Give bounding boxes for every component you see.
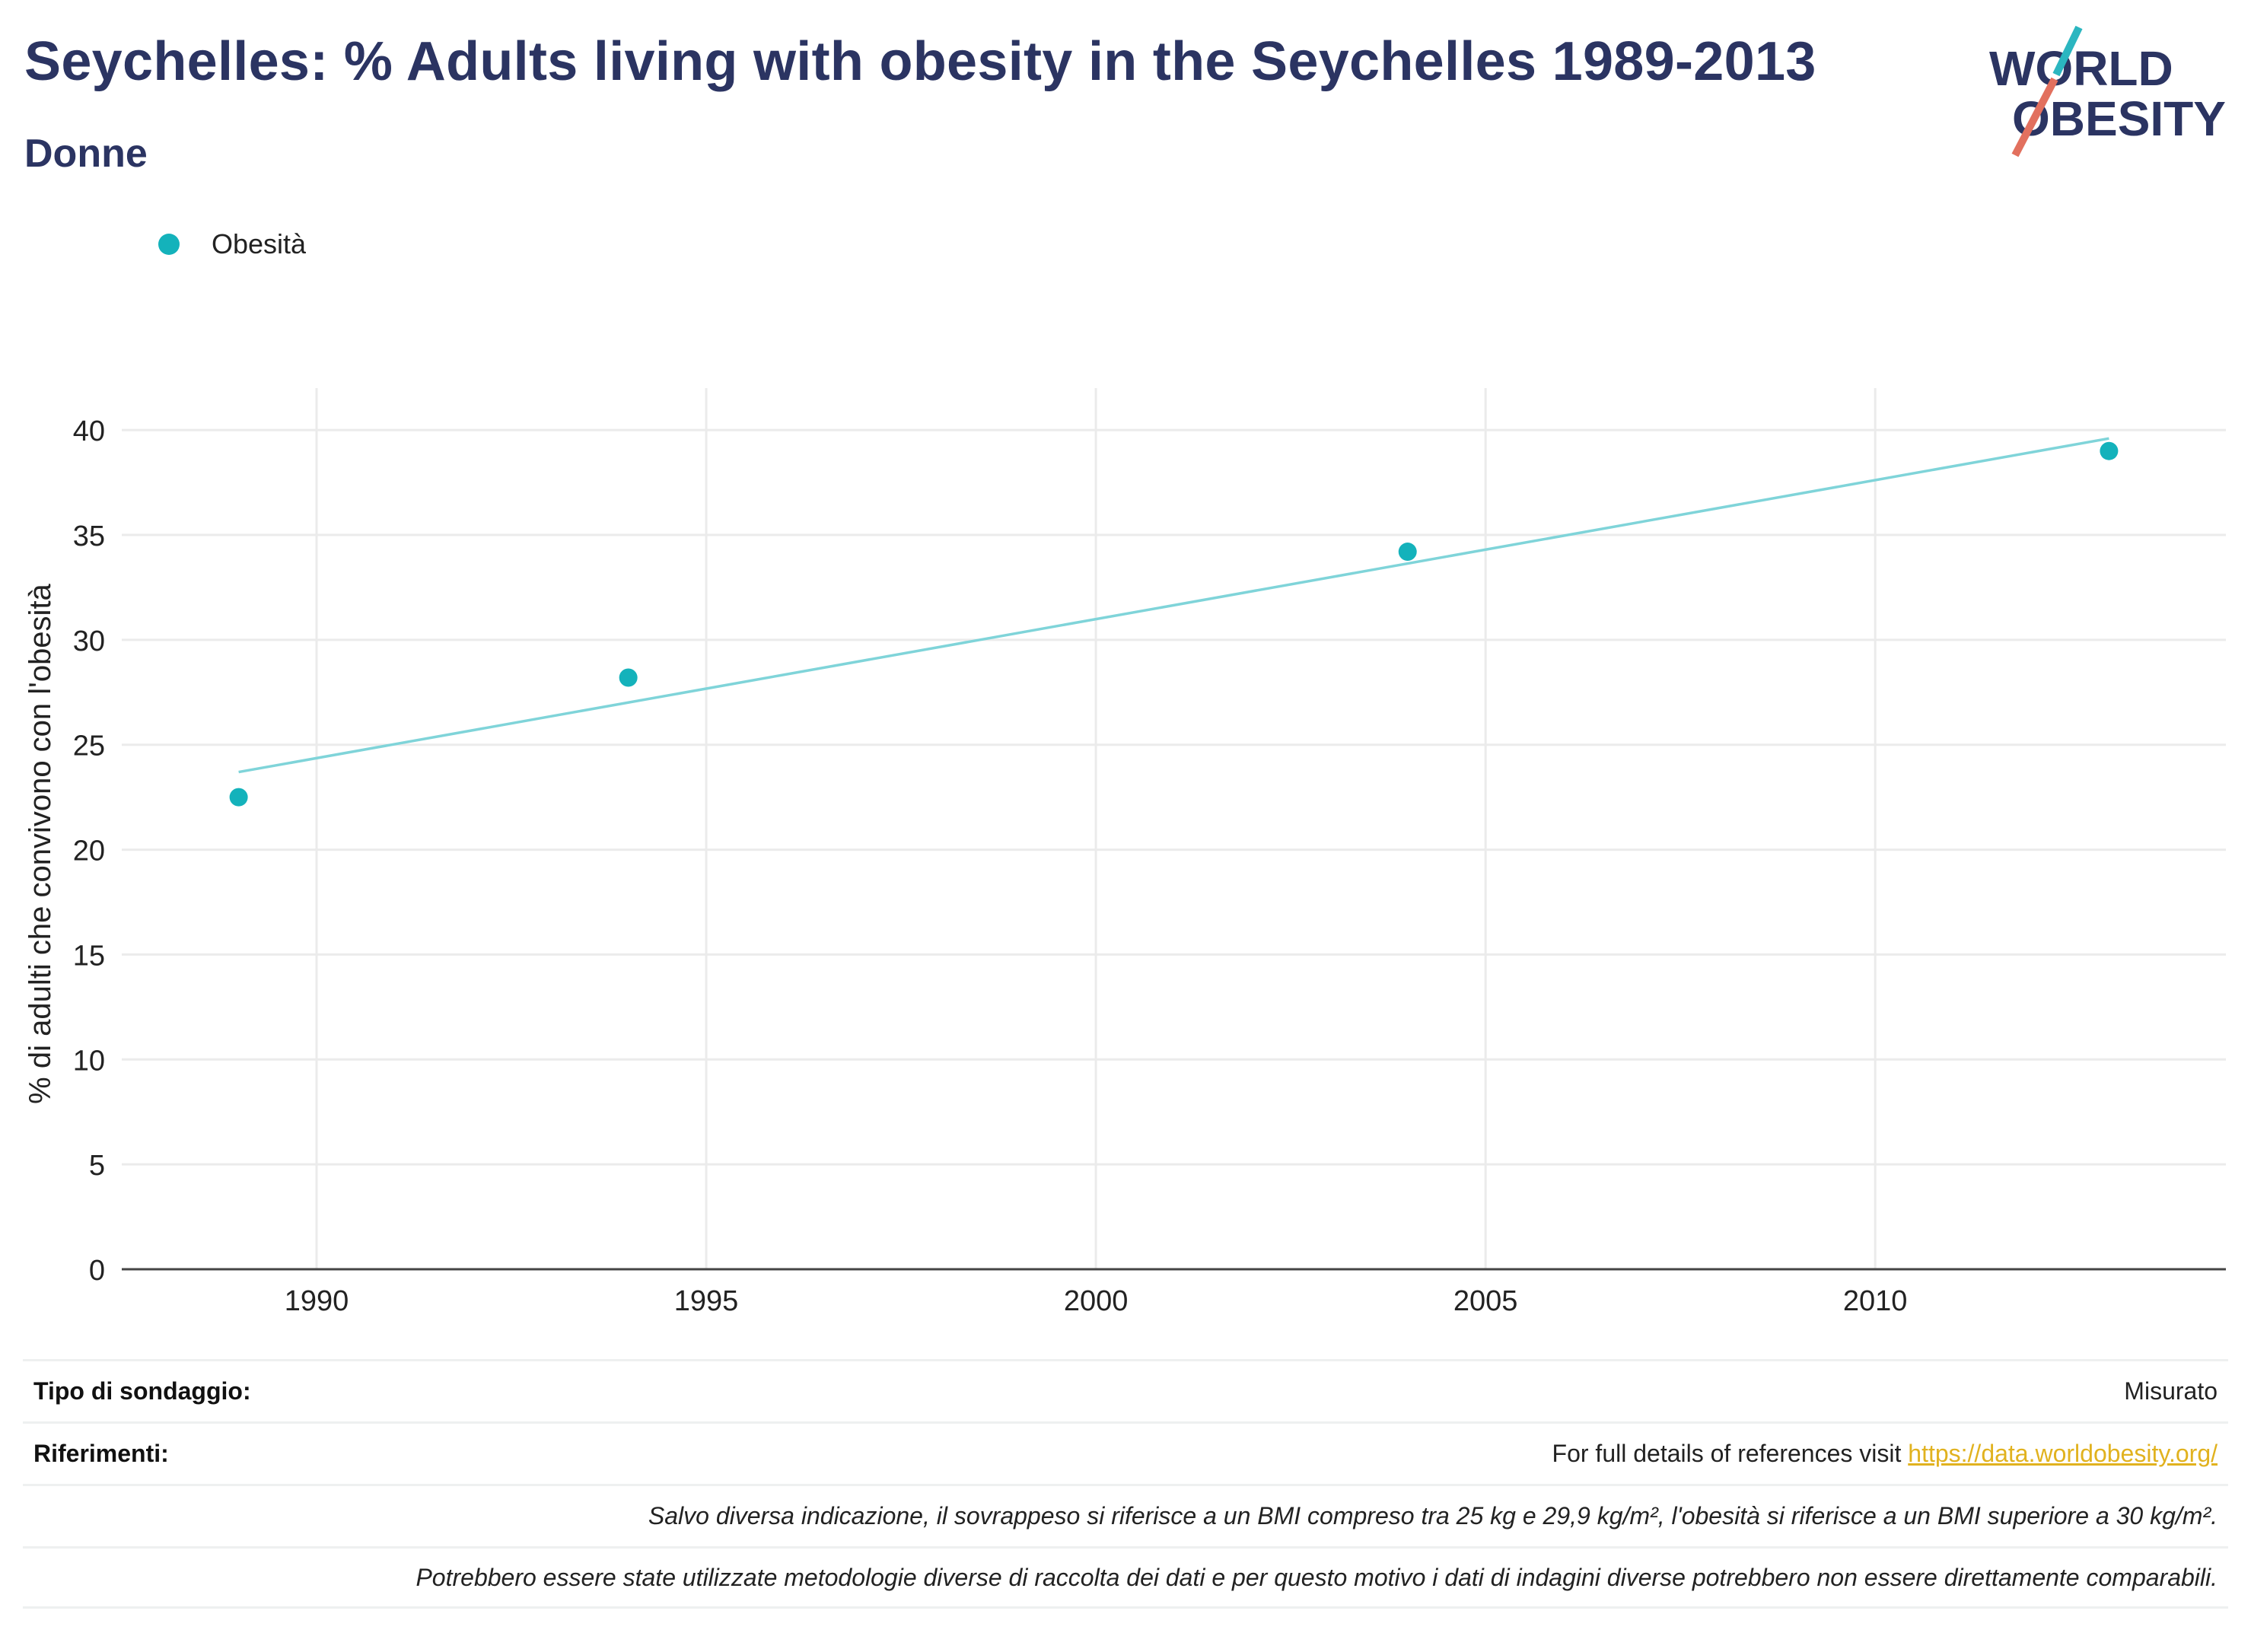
y-tick-label: 15 [73,940,105,972]
axes: 0 5 10 15 20 25 30 35 40 1990 1995 2000 2005 2010 [73,415,2226,1317]
chart-subtitle: Donne [24,132,148,176]
references-text: For full details of references visit [1552,1440,1909,1467]
y-tick-label: 20 [73,836,105,867]
footer-row-methods-note: Potrebbero essere state utilizzate metod… [23,1546,2228,1609]
x-tick-label: 2010 [1843,1285,1908,1317]
footer-row-references: Riferimenti: For full details of referen… [23,1421,2228,1484]
y-tick-label: 0 [89,1255,105,1287]
x-tick-label: 2000 [1064,1285,1129,1317]
data-point-2004 [1398,543,1417,562]
references-link[interactable]: https://data.worldobesity.org/ [1908,1440,2218,1467]
chart-title: Seychelles: % Adults living with obesity… [24,31,1816,92]
y-tick-label: 5 [89,1150,105,1182]
logo-slash-coral [2011,77,2058,158]
chart-legend: Obesità [158,228,306,260]
legend-label-obesita: Obesità [212,228,307,259]
references-value: For full details of references visit htt… [1552,1440,2218,1468]
y-axis-label: % di adulti che convivono con l'obesità [24,583,57,1103]
methods-note: Potrebbero essere state utilizzate metod… [415,1563,2218,1591]
logo-slash-teal [2052,25,2083,77]
scatter-chart: 0 5 10 15 20 25 30 35 40 1990 1995 2000 2005 2010 % d… [24,388,2226,1317]
legend-marker-obesita [158,234,180,255]
footer-table: Tipo di sondaggio: Misurato Riferimenti:… [23,1359,2228,1609]
x-tick-label: 1995 [674,1285,739,1317]
data-point-1989 [229,788,248,807]
y-tick-label: 35 [73,520,105,552]
footer-row-bmi-note: Salvo diversa indicazione, il sovrappeso… [23,1484,2228,1546]
x-tick-label: 2005 [1453,1285,1518,1317]
grid-lines [122,388,2226,1269]
data-points [229,441,2119,807]
world-obesity-logo: WORLD OBESITY [1989,25,2226,158]
y-tick-label: 30 [73,625,105,657]
bmi-note: Salvo diversa indicazione, il sovrappeso… [648,1502,2218,1529]
y-tick-label: 40 [73,415,105,447]
data-point-2013 [2100,441,2119,460]
y-tick-label: 25 [73,731,105,762]
y-tick-label: 10 [73,1045,105,1077]
references-label: Riferimenti: [33,1440,169,1467]
survey-type-value: Misurato [2124,1377,2218,1405]
footer-row-survey-type: Tipo di sondaggio: Misurato [23,1359,2228,1421]
trend-line [238,437,2109,774]
trend-line-group [238,437,2109,774]
logo-line1: WORLD [1989,41,2173,96]
survey-type-label: Tipo di sondaggio: [33,1377,251,1405]
data-point-1994 [619,668,638,687]
x-tick-label: 1990 [285,1285,349,1317]
